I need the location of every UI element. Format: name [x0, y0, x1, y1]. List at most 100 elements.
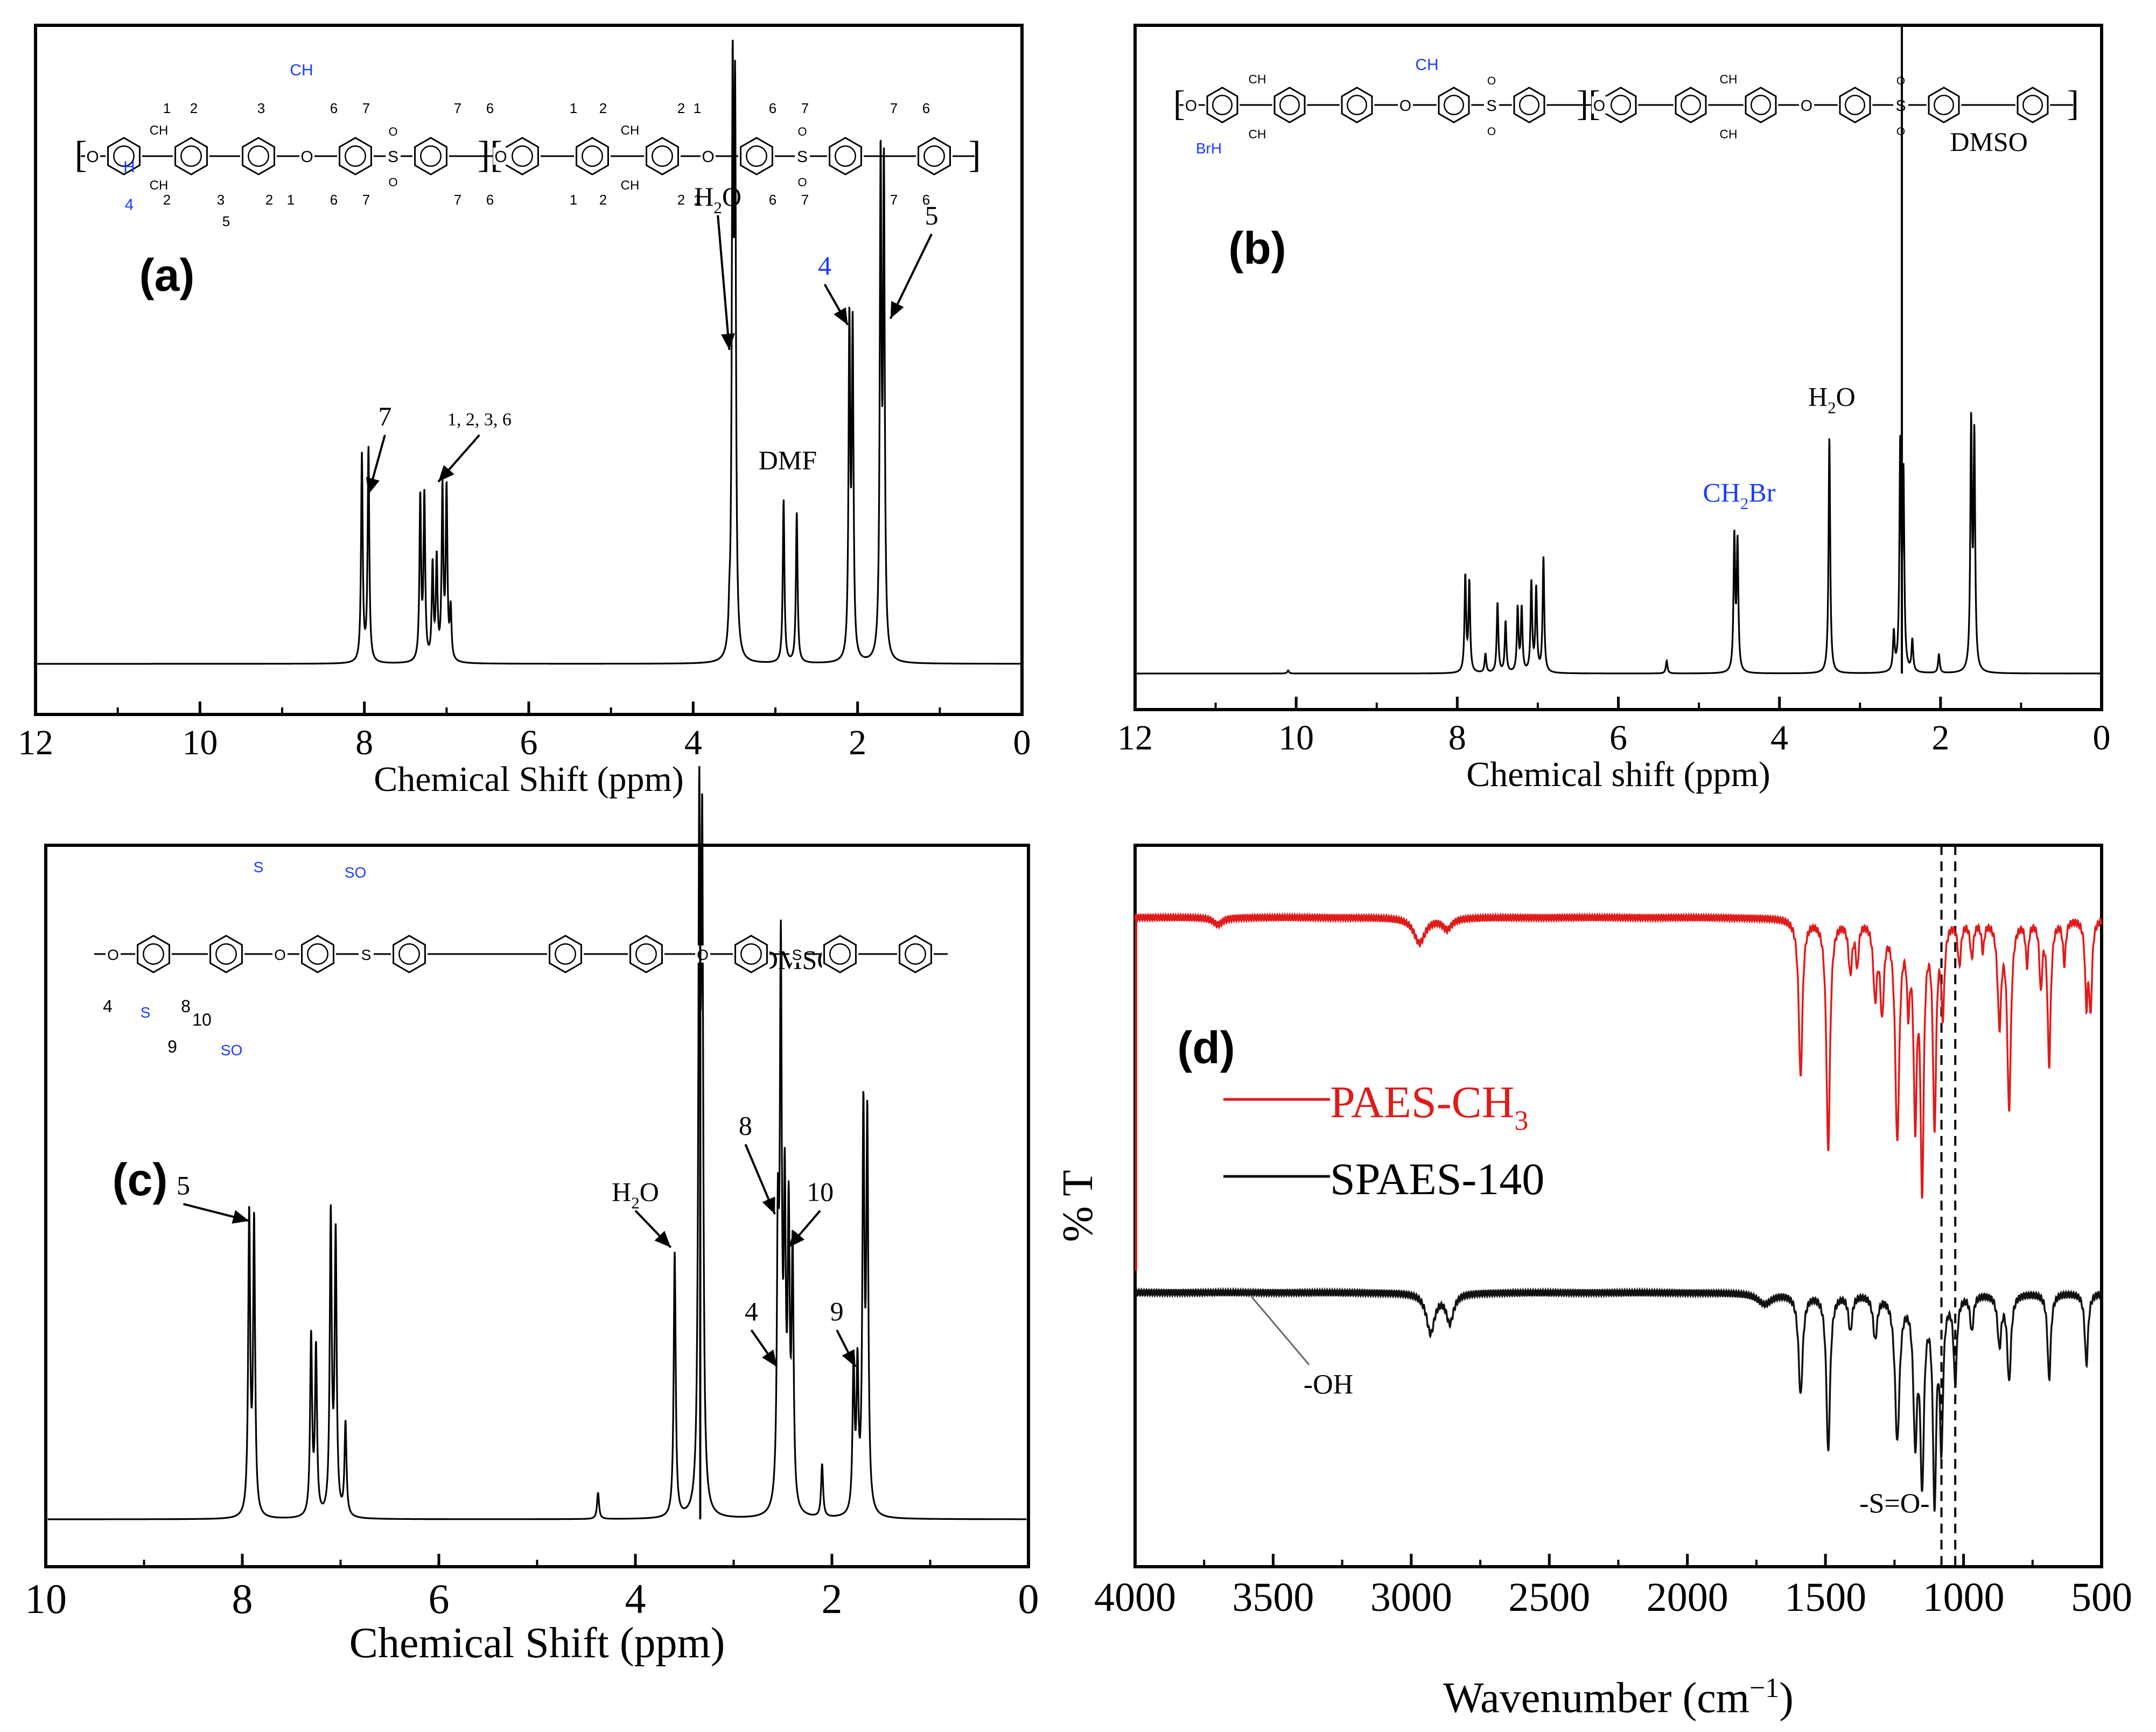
series-line-1 — [1134, 1287, 2103, 1512]
ring-bg — [1743, 87, 1779, 123]
methyl-label: CH — [150, 123, 169, 138]
annotation-arrow-0-shaft — [717, 215, 731, 350]
sulfonyl-o: O — [797, 125, 807, 138]
benzene-ring-ring — [180, 145, 202, 167]
annotation-1-tail: O — [1836, 382, 1856, 412]
benzene-ring-ring — [1933, 94, 1955, 116]
sulfonyl-o: O — [388, 176, 397, 189]
atom-label: S — [792, 946, 802, 963]
benzene-ring-ring — [635, 943, 657, 965]
annotation-1-sub: 2 — [631, 1194, 640, 1212]
benzene-ring — [2017, 86, 2049, 124]
benzene-ring-ring — [1750, 94, 1772, 116]
annotation-2-main: CH — [1703, 477, 1740, 507]
label-bg — [795, 148, 810, 165]
x-tick-label: 2 — [1931, 718, 1949, 758]
blue-so3h-top: SO — [345, 864, 366, 881]
x-tick-label: 10 — [1278, 718, 1314, 758]
series-line-0 — [1134, 912, 2103, 1199]
annotation-arrow-4-head — [366, 476, 380, 495]
sulfonyl-o: O — [1896, 125, 1905, 138]
legend-label-red-sub: 3 — [1514, 1106, 1528, 1137]
y-axis-label: % T — [1054, 1170, 1102, 1242]
atom-number: 2 — [599, 192, 607, 208]
x-tick-label: 2000 — [1647, 1575, 1728, 1620]
benzene-ring — [414, 137, 447, 176]
x-axis-label: Chemical Shift (ppm) — [374, 760, 684, 799]
annotation-arrow-3-head — [788, 1230, 805, 1247]
methyl-label: CH — [621, 178, 640, 193]
atom-label: S — [361, 946, 372, 963]
annotation-arrow-1-head — [834, 307, 848, 325]
benzene-ring — [1513, 86, 1545, 124]
benzene-ring — [918, 137, 951, 176]
atom-number: 2 — [190, 100, 198, 116]
panel-label: (a) — [139, 250, 195, 300]
annotation-0-sub: 2 — [713, 198, 722, 217]
atom-number: 6 — [486, 100, 494, 116]
x-tick-label: 2 — [849, 723, 866, 762]
atom-number: 7 — [362, 100, 370, 116]
atom-label: O — [1185, 97, 1197, 115]
benzene-ring — [301, 935, 334, 973]
ring-bg — [547, 936, 584, 972]
sulfonyl-o: O — [797, 176, 807, 189]
atom-label: O — [494, 148, 507, 166]
atom-number: 4 — [103, 997, 113, 1016]
label-bg — [386, 148, 401, 165]
atom-number: 2 — [677, 100, 685, 116]
ring-bg — [827, 138, 864, 174]
benzene-ring-ring — [1443, 94, 1465, 116]
x-tick-label: 3000 — [1370, 1575, 1452, 1620]
annotation-2-sub: 2 — [1740, 494, 1749, 513]
ring-bg — [2015, 87, 2050, 123]
annotation-0: H2O — [694, 181, 741, 217]
atom-number: 2 — [163, 192, 171, 208]
benzene-ring — [646, 137, 679, 176]
benzene-ring-ring — [1212, 94, 1233, 116]
atom-number: 1 — [694, 192, 701, 208]
bracket: [ — [74, 134, 87, 176]
atom-number: 3 — [257, 100, 265, 116]
atom-number: 7 — [801, 100, 809, 116]
methyl-label: CH — [1249, 72, 1266, 86]
x-axis-label: Chemical shift (ppm) — [1466, 755, 1770, 794]
benzene-ring — [549, 935, 582, 973]
x-tick-label: 8 — [1448, 718, 1466, 758]
benzene-ring — [137, 935, 170, 973]
bracket: [ — [1173, 84, 1185, 123]
label-bg — [695, 945, 710, 963]
blue-s-bot: S — [141, 1004, 151, 1021]
atom-number: 6 — [922, 100, 930, 116]
bracket: ] — [2067, 84, 2079, 123]
ring-bg — [916, 138, 953, 174]
benzene-ring — [107, 137, 141, 176]
annotation-0-tail: O — [722, 181, 741, 212]
sulfonyl-o: O — [388, 125, 397, 138]
x-tick-label: 12 — [18, 723, 53, 762]
ring-bg — [504, 138, 541, 174]
label-bg — [1398, 96, 1413, 114]
benzene-ring-ring — [1346, 94, 1368, 116]
annotation-5: 1, 2, 3, 6 — [447, 410, 512, 430]
annotation-arrow-4-head — [761, 1349, 777, 1367]
panel-label: (b) — [1228, 223, 1286, 274]
blue-label-4: 4 — [125, 196, 134, 214]
annotation-arrow-6-head — [232, 1210, 249, 1224]
ring-bg — [1511, 87, 1547, 123]
ring-bg — [299, 936, 336, 972]
spectrum-line — [47, 766, 1027, 1520]
benzene-ring-ring — [905, 943, 926, 965]
ring-bg — [1673, 87, 1709, 123]
atom-label: O — [1399, 97, 1411, 115]
methyl-label: CH — [621, 123, 640, 138]
benzene-ring — [1745, 86, 1777, 124]
label-bg — [359, 945, 374, 963]
annotation-arrow-5-head — [438, 465, 454, 482]
benzene-ring-ring — [740, 943, 762, 965]
benzene-ring-ring — [1279, 94, 1300, 116]
panel-d: 4000 3500 3000 2500 2000 1500 1000 500 Wavenumbe… — [1054, 844, 2132, 1722]
ring-bg — [1837, 87, 1873, 123]
methyl-label: CH — [150, 178, 169, 193]
